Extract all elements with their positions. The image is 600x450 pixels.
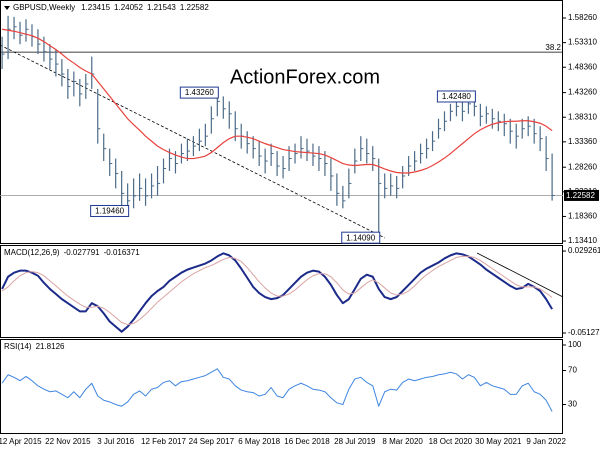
symbol: GBPUSD,Weekly bbox=[13, 3, 75, 12]
rsi-value: 21.8126 bbox=[36, 342, 65, 351]
x-tick-label: 30 May 2021 bbox=[475, 437, 522, 446]
y-tick-label: 1.53310 bbox=[568, 38, 597, 47]
annotation-label: 1.14090 bbox=[346, 233, 375, 242]
x-tick-label: 12 Apr 2015 bbox=[0, 437, 42, 446]
rsi-header: RSI(14) 21.8126 bbox=[4, 342, 65, 351]
price-panel bbox=[0, 0, 563, 244]
high: 1.24052 bbox=[114, 3, 143, 12]
macd-trend-line bbox=[476, 252, 564, 298]
annotation-label: 1.19460 bbox=[95, 207, 124, 216]
y-tick-label: 1.33360 bbox=[568, 137, 597, 146]
y-tick-label: 1.43260 bbox=[568, 88, 597, 97]
y-tick-label: 1.38310 bbox=[568, 112, 597, 121]
x-tick-label: 16 Dec 2018 bbox=[284, 437, 330, 446]
x-tick-label: 18 Oct 2020 bbox=[429, 437, 473, 446]
x-tick-label: 12 Feb 2017 bbox=[141, 437, 186, 446]
y-tick-label: 1.13410 bbox=[568, 236, 597, 245]
trend-line bbox=[0, 44, 386, 239]
annotation-box bbox=[436, 90, 476, 103]
indicator-line bbox=[1, 368, 553, 412]
x-tick-label: 22 Nov 2015 bbox=[45, 437, 91, 446]
signal-value: -0.016371 bbox=[104, 248, 141, 257]
indicator-line bbox=[1, 252, 553, 333]
x-tick-label: 9 Jan 2022 bbox=[526, 437, 566, 446]
price-header: GBPUSD,Weekly 1.23415 1.24052 1.21543 1.2258… bbox=[13, 3, 209, 12]
x-tick-label: 24 Sep 2017 bbox=[189, 437, 235, 446]
annotation-box bbox=[341, 231, 381, 244]
header-icon bbox=[4, 6, 10, 10]
annotation-box bbox=[90, 204, 130, 217]
macd-value: -0.027791 bbox=[64, 248, 101, 257]
y-tick-label: -0.051279 bbox=[568, 328, 600, 337]
y-tick-label: 1.18360 bbox=[568, 212, 597, 221]
close: 1.22582 bbox=[180, 3, 209, 12]
annotation-label: 1.43260 bbox=[185, 88, 214, 97]
y-tick-label: 70 bbox=[568, 366, 577, 375]
y-tick-label: 1.28260 bbox=[568, 162, 597, 171]
y-tick-label: 0.029261 bbox=[568, 246, 600, 255]
indicator-line bbox=[1, 255, 553, 326]
moving-average bbox=[1, 28, 553, 174]
x-tick-label: 28 Jul 2019 bbox=[334, 437, 376, 446]
watermark: ActionForex.com bbox=[230, 66, 380, 88]
y-tick-label: 100 bbox=[568, 340, 582, 349]
x-tick-label: 6 May 2018 bbox=[238, 437, 280, 446]
price-label: 1.22582 bbox=[566, 191, 595, 200]
annotation-box bbox=[179, 86, 219, 99]
fib-label: 38.2 bbox=[545, 43, 561, 52]
y-tick-label: 1.58260 bbox=[568, 13, 597, 22]
y-tick-label: 30 bbox=[568, 400, 577, 409]
x-tick-label: 8 Mar 2020 bbox=[382, 437, 423, 446]
y-tick-label: 1.48360 bbox=[568, 62, 597, 71]
macd-header: MACD(12,26,9) -0.027791 -0.016371 bbox=[4, 248, 140, 257]
macd-panel bbox=[0, 245, 563, 338]
open: 1.23415 bbox=[81, 3, 110, 12]
indicator: MACD(12,26,9) bbox=[4, 248, 60, 257]
annotation-label: 1.42480 bbox=[442, 92, 471, 101]
price-label-box bbox=[564, 189, 599, 201]
low: 1.21543 bbox=[147, 3, 176, 12]
rsi-panel bbox=[0, 339, 563, 434]
x-tick-label: 3 Jul 2016 bbox=[97, 437, 134, 446]
indicator: RSI(14) bbox=[4, 342, 32, 351]
price-bars bbox=[1, 15, 555, 238]
